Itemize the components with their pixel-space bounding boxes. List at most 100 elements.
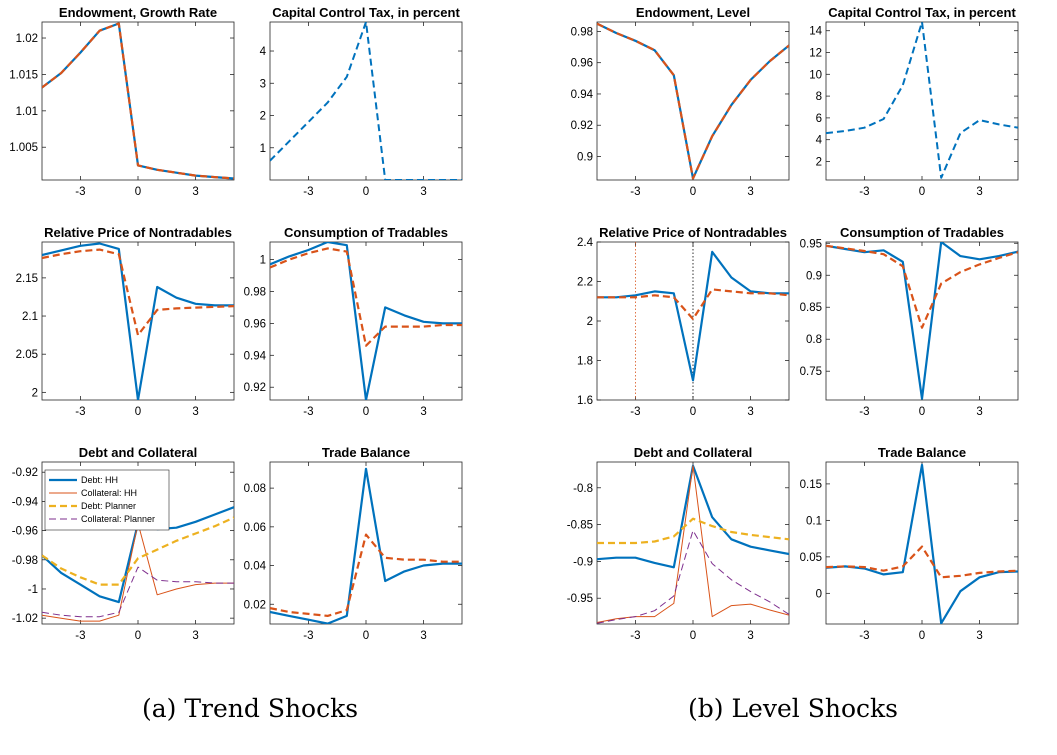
y-tick-label: 2.15	[16, 273, 38, 285]
y-tick-label: 2.2	[577, 277, 593, 289]
y-tick-label: 0.94	[244, 350, 267, 362]
chart-title: Trade Balance	[878, 445, 966, 460]
chart-panel-b-11: Debt and Collateral -0.95 -0.9 -0.85 -0.8 -3 0…	[567, 445, 790, 642]
caption-level-shocks: (b) Level Shocks	[688, 694, 898, 723]
series-line-hh	[826, 242, 1018, 400]
plot-frame	[825, 21, 1019, 181]
y-tick-label: 0.95	[800, 238, 822, 250]
chart-title: Trade Balance	[322, 445, 410, 460]
y-tick-label: 0.96	[571, 58, 593, 70]
y-tick-label: 2.05	[16, 349, 38, 361]
series-line-planner	[42, 248, 234, 337]
legend-label: Debt: Planner	[81, 501, 136, 511]
chart-panel-a-1: Endowment, Growth Rate 1.005 1.01 1.015 1.02…	[9, 5, 235, 198]
series-line-hh_dash	[270, 22, 462, 180]
series-line-debt_planner	[597, 517, 789, 545]
y-tick-label: -0.98	[12, 555, 38, 567]
x-tick-label: 3	[976, 406, 982, 418]
x-tick-label: 0	[135, 186, 141, 198]
x-tick-label: 0	[919, 406, 925, 418]
x-tick-label: 0	[919, 186, 925, 198]
x-tick-label: 0	[363, 406, 369, 418]
chart-panel-b-3: Endowment, Level 0.9 0.92 0.94 0.96 0.98 -3 0 3	[571, 5, 790, 198]
y-tick-label: 2.4	[577, 237, 594, 249]
y-tick-label: 0.85	[800, 302, 822, 314]
x-tick-label: 3	[420, 406, 426, 418]
y-tick-label: 3	[260, 78, 266, 90]
series-line-planner	[270, 247, 462, 347]
chart-title: Capital Control Tax, in percent	[828, 5, 1016, 20]
y-tick-label: 0	[816, 588, 822, 600]
chart-title: Capital Control Tax, in percent	[272, 5, 460, 20]
x-tick-label: -3	[303, 406, 313, 418]
y-tick-label: -0.96	[12, 526, 38, 538]
plot-frame	[269, 461, 463, 625]
y-tick-label: -0.92	[12, 467, 38, 479]
chart-title: Relative Price of Nontradables	[599, 225, 787, 240]
chart-title: Endowment, Level	[636, 5, 750, 20]
chart-panel-b-7: Relative Price of Nontradables 1.6 1.8 2 2.2…	[577, 225, 790, 418]
y-tick-label: -0.8	[573, 483, 593, 495]
x-tick-label: -3	[859, 406, 869, 418]
plot-frame	[596, 21, 790, 181]
legend-label: Debt: HH	[81, 475, 118, 485]
series-line-collat_planner	[42, 566, 234, 618]
y-tick-label: -1.02	[12, 613, 38, 625]
y-tick-label: 1.01	[16, 106, 38, 118]
chart-panel-b-8: Consumption of Tradables 0.75 0.8 0.85 0.9 0.…	[800, 225, 1019, 418]
chart-title: Relative Price of Nontradables	[44, 225, 232, 240]
y-tick-label: -0.95	[567, 593, 593, 605]
x-tick-label: -3	[75, 406, 85, 418]
series-line-hh	[270, 467, 462, 624]
x-tick-label: 3	[747, 406, 753, 418]
x-tick-label: -3	[630, 630, 640, 642]
chart-panel-a-2: Capital Control Tax, in percent 1 2 3 4 -3 0 3	[260, 5, 463, 198]
series-line-hh_collat	[597, 465, 789, 623]
chart-title: Endowment, Growth Rate	[59, 5, 217, 20]
y-tick-label: -0.94	[12, 496, 39, 508]
x-tick-label: 0	[690, 406, 696, 418]
chart-panel-a-5: Relative Price of Nontradables 2 2.05 2.1 2.…	[16, 225, 235, 418]
y-tick-label: 1.02	[16, 33, 38, 45]
series-line-hh	[42, 22, 234, 180]
y-tick-label: 0.05	[800, 552, 822, 564]
y-tick-label: 6	[816, 113, 822, 125]
series-line-debt_planner	[42, 516, 234, 586]
y-tick-label: 0.96	[244, 318, 266, 330]
series-line-planner	[597, 288, 789, 321]
y-tick-label: 0.8	[806, 334, 822, 346]
y-tick-label: 1.6	[577, 395, 593, 407]
x-tick-label: 3	[747, 186, 753, 198]
y-tick-label: 1	[260, 143, 266, 155]
series-line-planner	[270, 533, 462, 618]
chart-panel-b-4: Capital Control Tax, in percent 2 4 6 8 10 12 1…	[809, 5, 1019, 198]
x-tick-label: -3	[75, 630, 85, 642]
legend-label: Collateral: Planner	[81, 514, 155, 524]
x-tick-label: 3	[976, 630, 982, 642]
figure-canvas: Endowment, Growth Rate 1.005 1.01 1.015 1.02…	[9, 5, 1019, 642]
series-line-hh	[597, 464, 789, 569]
y-tick-label: 0.1	[806, 515, 822, 527]
x-tick-label: -3	[859, 630, 869, 642]
series-line-hh	[597, 250, 789, 382]
x-tick-label: 3	[192, 186, 198, 198]
y-tick-label: 0.04	[244, 561, 267, 573]
plot-frame	[269, 21, 463, 181]
chart-title: Consumption of Tradables	[284, 225, 448, 240]
x-tick-label: 3	[192, 630, 198, 642]
x-tick-label: 0	[135, 630, 141, 642]
y-tick-label: -0.85	[567, 520, 593, 532]
chart-panel-a-9: Debt and Collateral -1.02 -1 -0.98 -0.96 -0.9…	[12, 445, 235, 642]
plot-frame	[825, 241, 1019, 401]
chart-panel-a-6: Consumption of Tradables 0.92 0.94 0.96 0.98…	[244, 225, 463, 418]
y-tick-label: 8	[816, 91, 822, 103]
series-line-planner	[826, 244, 1018, 329]
x-tick-label: -3	[630, 406, 640, 418]
chart-panel-a-10: Trade Balance 0.02 0.04 0.06 0.08 -3 0 3	[244, 445, 463, 642]
y-tick-label: 0.15	[800, 479, 822, 491]
series-line-collat_planner	[597, 530, 789, 624]
chart-panel-b-12: Trade Balance 0 0.05 0.1 0.15 -3 0 3	[800, 445, 1019, 642]
y-tick-label: 2	[587, 316, 593, 328]
y-tick-label: 0.02	[244, 599, 266, 611]
x-tick-label: 0	[363, 186, 369, 198]
